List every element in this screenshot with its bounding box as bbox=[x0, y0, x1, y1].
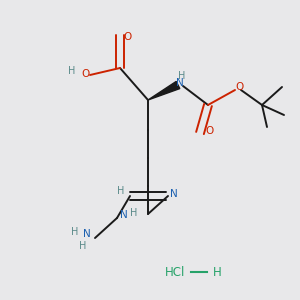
Polygon shape bbox=[148, 81, 180, 100]
Text: H: H bbox=[68, 66, 76, 76]
Text: H: H bbox=[117, 186, 125, 196]
Text: N: N bbox=[170, 189, 178, 199]
Text: HCl: HCl bbox=[165, 266, 185, 278]
Text: O: O bbox=[124, 32, 132, 42]
Text: H: H bbox=[71, 227, 79, 237]
Text: H: H bbox=[79, 241, 87, 251]
Text: O: O bbox=[81, 69, 89, 79]
Text: H: H bbox=[130, 208, 138, 218]
Text: N: N bbox=[176, 78, 184, 88]
Text: H: H bbox=[178, 71, 186, 81]
Text: N: N bbox=[120, 210, 128, 220]
Text: H: H bbox=[213, 266, 221, 278]
Text: N: N bbox=[83, 229, 91, 239]
Text: O: O bbox=[235, 82, 243, 92]
Text: O: O bbox=[206, 126, 214, 136]
